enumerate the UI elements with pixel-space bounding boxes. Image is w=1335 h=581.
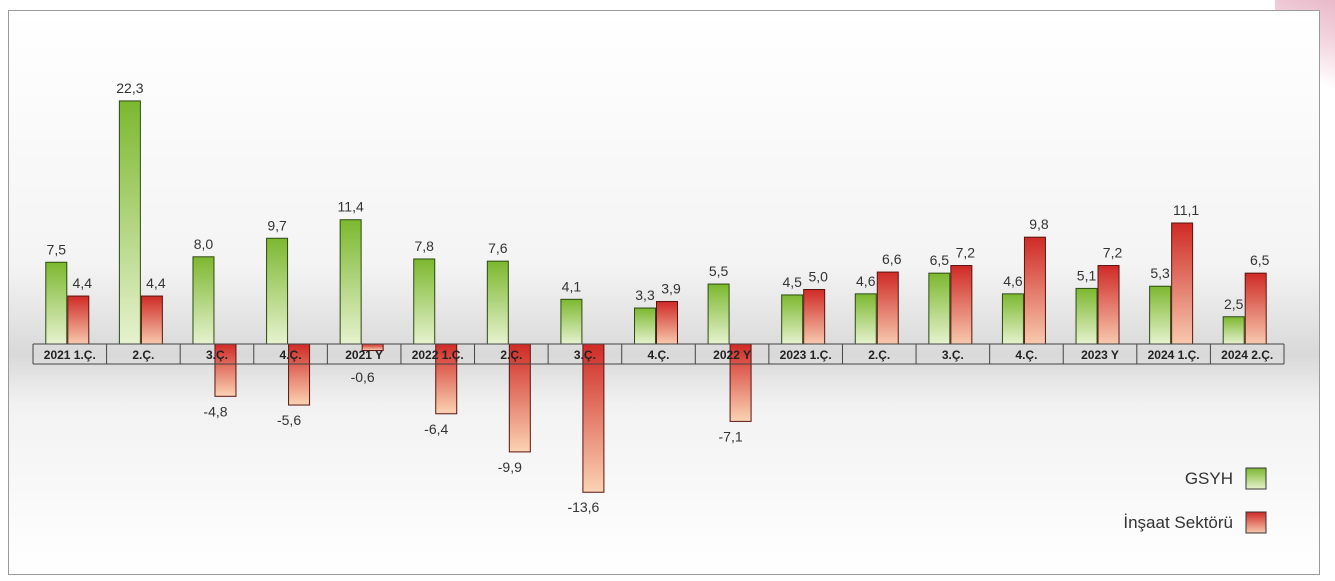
value-label-gsyh: 7,5 <box>47 241 67 257</box>
bar-gsyh <box>781 294 804 345</box>
value-label-insaat: 9,8 <box>1029 216 1049 232</box>
value-label-insaat: 7,2 <box>956 245 976 261</box>
value-label-insaat: 11,1 <box>1173 202 1199 218</box>
bar-gsyh <box>45 261 68 345</box>
value-label-gsyh: 7,8 <box>415 238 435 254</box>
value-label-insaat: 4,4 <box>73 275 93 291</box>
bar-gsyh <box>486 260 509 345</box>
category-label: 2.Ç. <box>868 348 890 362</box>
value-label-insaat: 3,9 <box>661 280 681 296</box>
value-label-insaat: -5,6 <box>277 412 301 428</box>
category-label: 2.Ç. <box>500 348 522 362</box>
bar-insaat <box>656 300 678 345</box>
bar-insaat <box>1244 272 1267 345</box>
bar-gsyh <box>118 100 141 345</box>
value-label-gsyh: 5,5 <box>709 263 729 279</box>
value-label-insaat: 5,0 <box>808 269 828 285</box>
category-label: 2021 1.Ç. <box>44 348 96 362</box>
category-label: 2.Ç. <box>132 348 154 362</box>
bar-insaat <box>582 343 605 493</box>
value-label-insaat: 6,5 <box>1250 252 1270 268</box>
value-label-gsyh: 3,3 <box>635 287 655 303</box>
category-label: 2024 2.Ç. <box>1221 348 1273 362</box>
value-label-gsyh: 22,3 <box>116 80 143 96</box>
value-label-gsyh: 4,6 <box>856 273 876 289</box>
bar-gsyh <box>1222 316 1245 345</box>
category-label: 2024 1.Ç. <box>1148 348 1200 362</box>
category-label: 4.Ç. <box>1015 348 1037 362</box>
category-label: 3.Ç. <box>574 348 596 362</box>
category-axis: 2021 1.Ç. 2.Ç. 3.Ç. 4.Ç. 2021 Y 2022 1.Ç. 2.Ç.… <box>32 343 1285 365</box>
value-label-gsyh: 7,6 <box>488 240 508 256</box>
bar-insaat <box>1023 236 1046 345</box>
category-label: 4.Ç. <box>647 348 669 362</box>
value-label-gsyh: 11,4 <box>338 199 364 215</box>
value-label-gsyh: 4,5 <box>782 274 802 290</box>
bar-gsyh <box>413 258 436 345</box>
category-label: 2023 Y <box>1081 348 1119 362</box>
value-label-insaat: 4,4 <box>146 275 166 291</box>
legend-label-gsyh: GSYH <box>1185 469 1233 488</box>
bar-insaat <box>1171 222 1194 345</box>
bar-gsyh <box>707 283 730 345</box>
value-label-gsyh: 4,1 <box>562 278 582 294</box>
category-label: 2023 1.Ç. <box>780 348 832 362</box>
bar-gsyh <box>1001 293 1024 345</box>
value-label-insaat: 7,2 <box>1103 245 1123 261</box>
bar-gsyh <box>928 272 951 345</box>
bar-insaat <box>1097 265 1120 345</box>
bar-insaat <box>140 295 163 345</box>
value-label-gsyh: 4,6 <box>1003 273 1023 289</box>
value-label-insaat: 6,6 <box>882 251 902 267</box>
legend-swatch-insaat <box>1245 511 1267 534</box>
category-label: 4.Ç. <box>280 348 302 362</box>
value-label-gsyh: 6,5 <box>930 252 950 268</box>
value-label-insaat: -13,6 <box>567 499 599 515</box>
value-label-insaat: -0,6 <box>351 369 375 385</box>
bar-insaat <box>803 289 826 345</box>
value-label-insaat: -6,4 <box>424 421 448 437</box>
value-label-insaat: -9,9 <box>498 459 522 475</box>
bar-gsyh <box>266 237 289 345</box>
bar-gsyh <box>1075 287 1098 345</box>
bar-insaat <box>876 271 899 345</box>
value-label-insaat: -4,8 <box>203 403 227 419</box>
category-label: 2022 Y <box>713 348 751 362</box>
bar-gsyh <box>192 256 215 345</box>
category-label: 2022 1.Ç. <box>412 348 464 362</box>
value-label-gsyh: 5,1 <box>1077 267 1097 283</box>
bar-gsyh <box>634 307 656 345</box>
category-label: 2021 Y <box>345 348 383 362</box>
bar-gsyh <box>1149 285 1172 345</box>
value-label-gsyh: 8,0 <box>194 236 214 252</box>
legend-swatch-gsyh <box>1245 467 1267 490</box>
bars-layer <box>45 100 1267 493</box>
legend: GSYH İnşaat Sektörü <box>1123 467 1267 534</box>
category-label: 3.Ç. <box>942 348 964 362</box>
bar-gsyh <box>854 293 877 345</box>
value-label-gsyh: 2,5 <box>1224 296 1244 312</box>
bar-insaat <box>950 265 973 345</box>
value-labels: 7,5 4,4 22,3 4,4 8,0 -4,8 9,7 -5,6 11,4 -0,6 7,8 -6… <box>47 80 1270 515</box>
bar-gsyh <box>560 298 583 345</box>
legend-label-insaat: İnşaat Sektörü <box>1123 513 1233 532</box>
bar-insaat <box>67 295 90 345</box>
value-label-gsyh: 5,3 <box>1150 265 1170 281</box>
value-label-gsyh: 9,7 <box>267 217 287 233</box>
bar-gsyh <box>339 219 362 345</box>
value-label-insaat: -7,1 <box>719 428 743 444</box>
category-label: 3.Ç. <box>206 348 228 362</box>
